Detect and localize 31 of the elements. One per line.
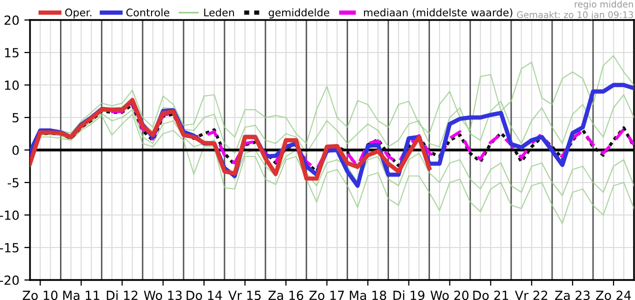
x-tick-label: Ma 11 — [63, 290, 100, 300]
x-tick-label: Za 23 — [555, 290, 590, 300]
x-tick-label: Za 16 — [268, 290, 304, 300]
legend-label: Leden — [204, 8, 234, 16]
legend-label: Controle — [126, 8, 170, 16]
y-tick-label: 20 — [4, 15, 19, 25]
x-tick-label: Do 14 — [186, 290, 222, 300]
x-tick-label: Do 21 — [473, 290, 508, 300]
y-tick-label: 0 — [12, 145, 19, 155]
text: Gemaakt: zo 10 jan 09:13 — [517, 11, 634, 20]
x-tick-label: Wo 13 — [144, 290, 182, 300]
y-tick-label: -20 — [0, 275, 19, 285]
y-tick-label: -10 — [0, 210, 19, 220]
x-tick-label: Ma 18 — [350, 290, 386, 300]
x-tick-label: Zo 24 — [596, 290, 631, 300]
x-tick-label: Wo 20 — [430, 290, 468, 300]
y-tick-label: -5 — [8, 178, 18, 188]
y-tick-label: 5 — [12, 113, 18, 122]
x-tick-label: Zo 10 — [22, 290, 58, 300]
x-tick-label: Di 12 — [106, 290, 138, 300]
y-tick-label: -15 — [0, 243, 18, 252]
y-tick-label: 10 — [5, 80, 19, 90]
x-tick-label: Zo 17 — [309, 290, 344, 300]
legend-label: gemiddelde — [268, 8, 330, 18]
x-tick-label: Vr 22 — [514, 290, 548, 300]
legend-label: mediaan (middelste waarde) — [364, 8, 512, 18]
x-tick-label: Vr 15 — [228, 290, 261, 300]
y-tick-label: 15 — [5, 48, 18, 58]
x-tick-label: Di 19 — [394, 290, 424, 300]
legend-label: Oper. — [65, 8, 92, 18]
text: regio midden — [574, 0, 633, 10]
